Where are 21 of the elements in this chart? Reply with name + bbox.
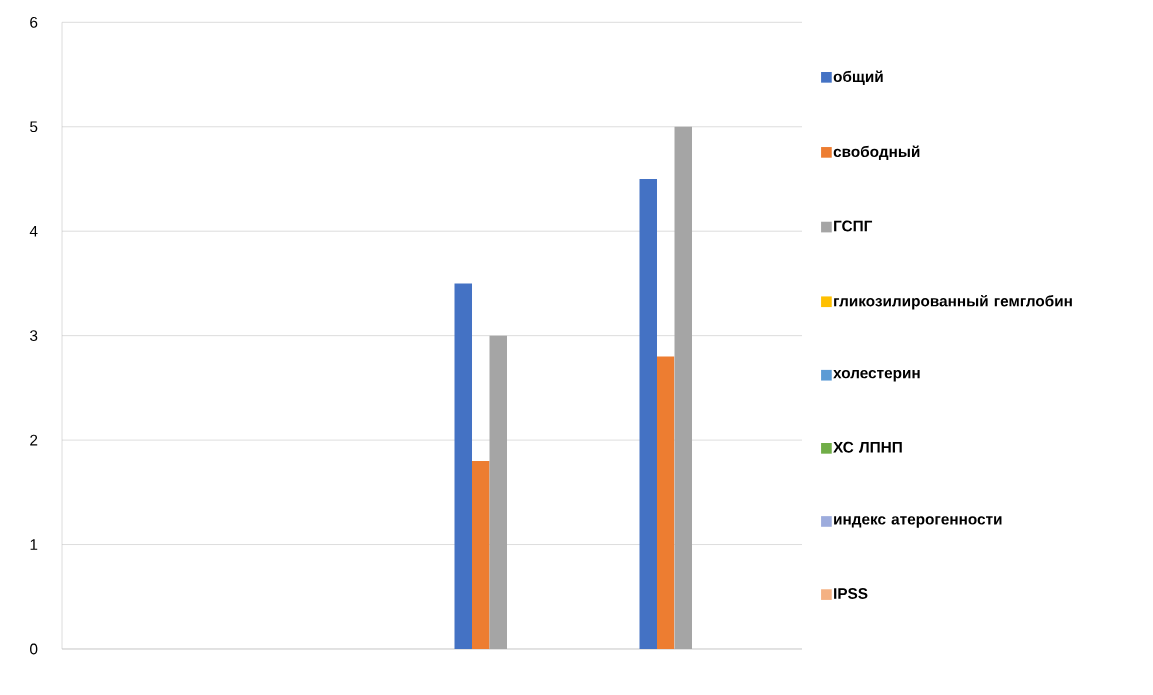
bar <box>674 126 692 649</box>
legend-label: ХС ЛПНП <box>833 441 902 453</box>
legend-label: общий <box>833 70 883 85</box>
y-tick-label: 3 <box>30 330 38 342</box>
legend-label: гликозилированный гемглобин <box>834 294 1072 310</box>
y-tick-label: 1 <box>30 539 38 550</box>
legend-label: холестерин <box>833 369 920 382</box>
y-tick-label: 4 <box>29 225 38 237</box>
y-tick-label: 2 <box>30 434 38 446</box>
bar <box>639 178 657 649</box>
legend-label: ГСПГ <box>834 220 873 232</box>
bar <box>489 335 507 649</box>
legend-label: IPSS <box>834 588 868 599</box>
y-tick-label: 6 <box>30 16 38 28</box>
y-tick-label: 5 <box>30 121 38 133</box>
legend-label: свободный <box>833 145 920 160</box>
bar <box>454 283 472 649</box>
bar <box>472 460 490 649</box>
legend-label: индекс атерогенности <box>834 516 1002 528</box>
y-tick-label: 0 <box>30 643 38 655</box>
bar <box>657 356 675 649</box>
